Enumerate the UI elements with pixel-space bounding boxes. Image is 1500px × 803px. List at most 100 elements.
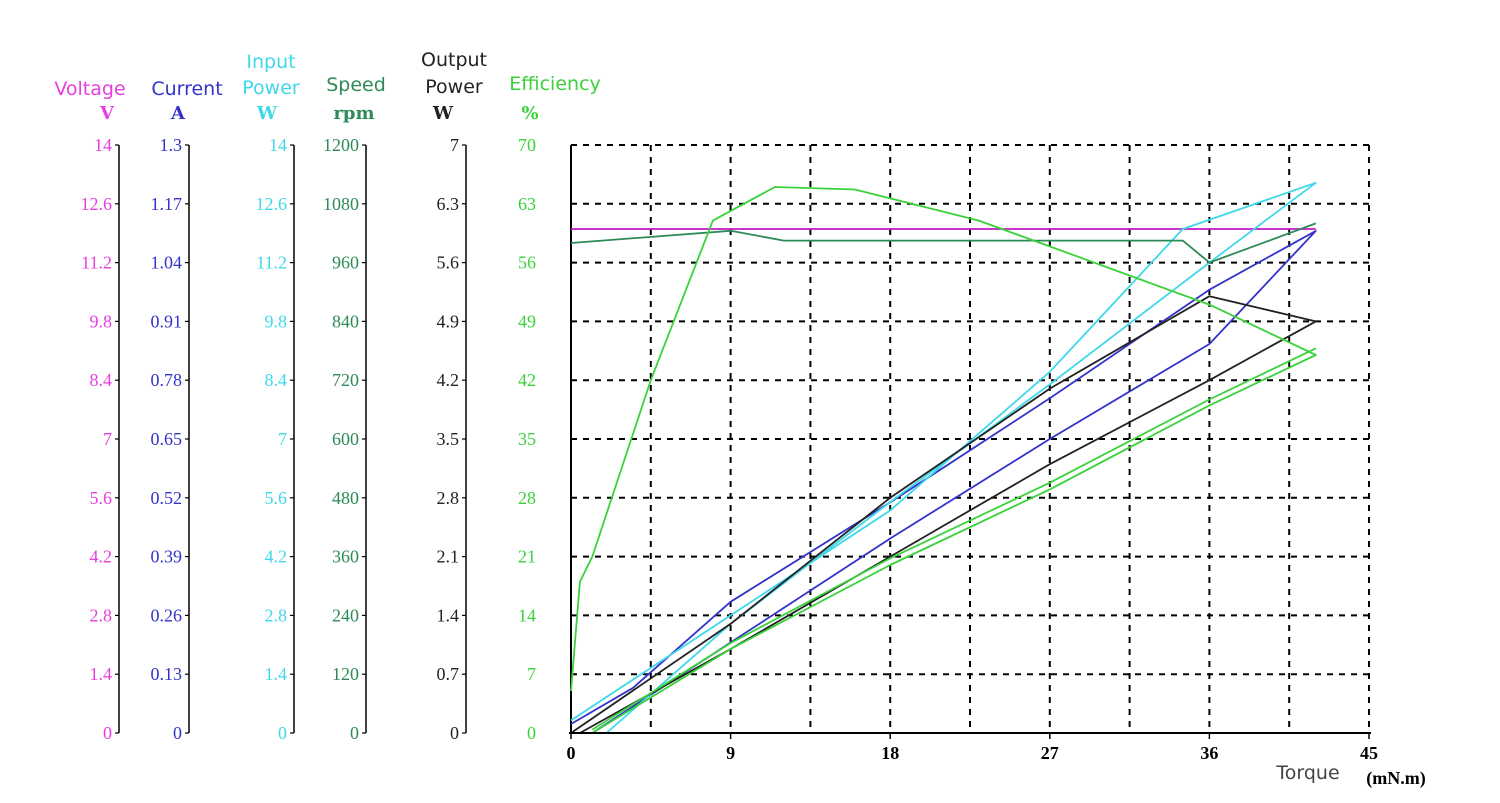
y-tick-label-speed: 240 xyxy=(332,605,359,625)
y-tick-label-efficiency: 0 xyxy=(527,723,536,743)
y-tick-label-efficiency: 42 xyxy=(518,370,536,390)
y-tick-label-voltage: 12.6 xyxy=(81,194,113,214)
y-tick-label-output_power: 7 xyxy=(450,135,459,155)
y-axis-input_power: Input Power W 14 12.6 11.2 9.8 8.4 7 5.6 4.2 2.8 1.4… xyxy=(242,51,300,743)
y-tick-label-output_power: 3.5 xyxy=(437,429,460,449)
x-tick-label: 45 xyxy=(1360,743,1378,763)
y-tick-label-current: 0.65 xyxy=(151,429,183,449)
y-tick-label-input_power: 11.2 xyxy=(256,253,287,273)
series-line-input_power-2 xyxy=(570,181,1317,734)
x-tick-label: 9 xyxy=(726,743,735,763)
y-tick-label-speed: 960 xyxy=(332,253,359,273)
x-axis-title: Torque xyxy=(1275,762,1339,784)
y-tick-label-current: 1.3 xyxy=(160,135,183,155)
y-tick-label-voltage: 7 xyxy=(103,429,112,449)
y-axis-title-input_power: Input Power xyxy=(242,51,300,99)
y-tick-label-efficiency: 14 xyxy=(518,605,536,625)
y-tick-label-voltage: 2.8 xyxy=(90,605,113,625)
y-tick-label-output_power: 0 xyxy=(450,723,459,743)
y-tick-label-speed: 360 xyxy=(332,547,359,567)
y-tick-label-voltage: 1.4 xyxy=(90,664,113,684)
y-tick-label-output_power: 5.6 xyxy=(437,253,460,273)
y-tick-label-efficiency: 49 xyxy=(518,311,536,331)
y-tick-label-output_power: 2.8 xyxy=(437,488,460,508)
y-tick-label-output_power: 2.1 xyxy=(437,547,460,567)
y-tick-label-current: 1.17 xyxy=(151,194,183,214)
y-tick-label-efficiency: 21 xyxy=(518,547,536,567)
series-line-efficiency-6 xyxy=(591,347,1317,731)
y-axis-unit-input_power: W xyxy=(256,103,278,124)
series xyxy=(570,181,1317,734)
y-tick-label-current: 0.91 xyxy=(151,311,183,331)
y-axis-unit-speed: rpm xyxy=(333,103,374,124)
y-tick-label-current: 0.52 xyxy=(151,488,183,508)
y-tick-label-input_power: 12.6 xyxy=(256,194,288,214)
y-axis-voltage: Voltage V 14 12.6 11.2 9.8 8.4 7 5.6 4.2 2.8 1.4 0 xyxy=(54,78,125,743)
y-tick-label-current: 0.26 xyxy=(151,605,183,625)
x-axis: 0 9 18 27 36 45 Torque (mN.m) xyxy=(567,732,1426,789)
y-tick-label-output_power: 1.4 xyxy=(437,605,460,625)
x-tick-label: 0 xyxy=(567,743,576,763)
y-tick-label-output_power: 0.7 xyxy=(437,664,460,684)
y-axis-current: Current A 1.3 1.17 1.04 0.91 0.78 0.65 0.52 0.39 0… xyxy=(151,78,223,743)
y-tick-label-speed: 720 xyxy=(332,370,359,390)
y-tick-label-voltage: 4.2 xyxy=(90,547,113,567)
series-line-efficiency-5 xyxy=(570,186,1317,734)
y-axis-title-current: Current xyxy=(151,78,222,100)
y-tick-label-efficiency: 35 xyxy=(518,429,536,449)
y-tick-label-input_power: 8.4 xyxy=(265,370,288,390)
y-tick-label-input_power: 9.8 xyxy=(265,311,288,331)
y-axis-unit-voltage: V xyxy=(99,103,115,124)
y-axis-speed: Speedrpm12001080960840720600480360240120… xyxy=(323,74,386,743)
y-tick-label-speed: 0 xyxy=(350,723,359,743)
y-tick-label-input_power: 2.8 xyxy=(265,605,288,625)
grid xyxy=(570,144,1370,734)
x-tick-label: 36 xyxy=(1200,743,1218,763)
y-tick-label-current: 0.78 xyxy=(151,370,183,390)
y-tick-label-efficiency: 7 xyxy=(527,664,536,684)
y-tick-label-input_power: 1.4 xyxy=(265,664,288,684)
y-tick-label-input_power: 4.2 xyxy=(265,547,288,567)
y-tick-label-output_power: 4.2 xyxy=(437,370,460,390)
y-tick-label-output_power: 6.3 xyxy=(437,194,460,214)
y-tick-label-voltage: 9.8 xyxy=(90,311,113,331)
series-line-current-1 xyxy=(570,229,1317,734)
series-line-speed-3 xyxy=(570,222,1317,264)
y-tick-label-speed: 1080 xyxy=(323,194,359,214)
y-tick-label-efficiency: 70 xyxy=(518,135,536,155)
y-tick-label-voltage: 14 xyxy=(94,135,112,155)
y-axis-unit-current: A xyxy=(170,103,186,124)
y-tick-label-current: 0 xyxy=(173,723,182,743)
y-tick-label-input_power: 0 xyxy=(278,723,287,743)
y-tick-label-efficiency: 63 xyxy=(518,194,536,214)
y-tick-label-efficiency: 28 xyxy=(518,488,536,508)
y-axis-title-output_power: Output Power xyxy=(421,49,487,98)
y-tick-label-voltage: 5.6 xyxy=(90,488,113,508)
y-tick-label-input_power: 7 xyxy=(278,429,287,449)
y-tick-label-efficiency: 56 xyxy=(518,253,536,273)
y-tick-label-input_power: 14 xyxy=(269,135,287,155)
x-tick-label: 18 xyxy=(881,743,899,763)
y-axis-title-voltage: Voltage xyxy=(54,78,125,100)
y-tick-label-voltage: 8.4 xyxy=(90,370,113,390)
y-tick-label-current: 0.39 xyxy=(151,547,183,567)
y-tick-label-speed: 480 xyxy=(332,488,359,508)
y-tick-label-output_power: 4.9 xyxy=(437,311,460,331)
y-tick-label-voltage: 11.2 xyxy=(81,253,112,273)
y-tick-label-speed: 840 xyxy=(332,311,359,331)
y-axis-title-speed: Speed xyxy=(326,74,386,96)
y-tick-label-current: 0.13 xyxy=(151,664,183,684)
y-tick-label-speed: 1200 xyxy=(323,135,359,155)
y-axis-unit-efficiency: % xyxy=(521,103,538,124)
x-tick-label: 27 xyxy=(1041,743,1059,763)
y-axis-title-efficiency: Efficiency xyxy=(509,73,601,95)
y-tick-label-input_power: 5.6 xyxy=(265,488,288,508)
series-line-output_power-4 xyxy=(570,295,1317,734)
y-tick-label-speed: 120 xyxy=(332,664,359,684)
y-tick-label-current: 1.04 xyxy=(151,253,183,273)
y-tick-label-speed: 600 xyxy=(332,429,359,449)
plot-area: 0 9 18 27 36 45 Torque (mN.m) xyxy=(567,144,1426,789)
y-axis-output_power: Output Power W 7 6.3 5.6 4.9 4.2 3.5 2.8 2.1 1.4 0.7… xyxy=(421,49,487,743)
